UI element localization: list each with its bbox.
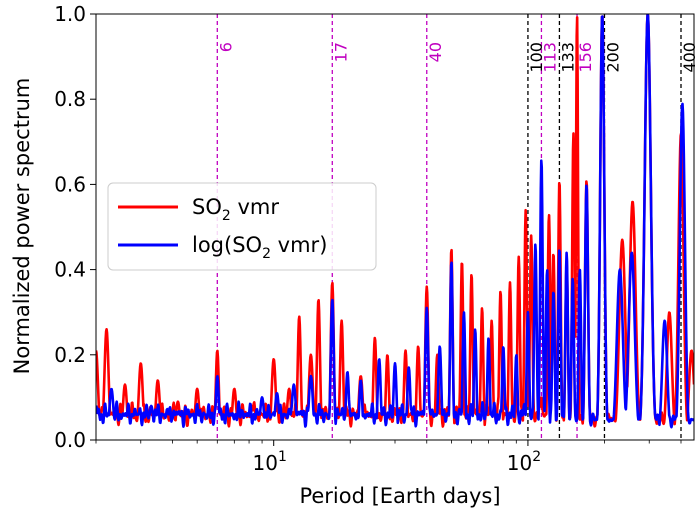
y-tick-label: 1.0 <box>54 2 86 26</box>
y-tick-label: 0.2 <box>54 343 86 367</box>
reference-label-6: 6 <box>216 42 235 52</box>
reference-label-113: 113 <box>540 42 559 73</box>
reference-label-17: 17 <box>331 42 350 62</box>
x-tick-label: 102 <box>507 449 541 475</box>
reference-label-400: 400 <box>680 42 695 73</box>
y-tick-label: 0.6 <box>54 172 86 196</box>
x-axis: 101 102 <box>95 440 682 475</box>
reference-label-100: 100 <box>527 42 546 73</box>
series-line-log-so2-vmr <box>96 14 694 429</box>
x-tick-label: 101 <box>253 449 287 475</box>
legend-label-so2: SO2 vmr <box>192 195 279 224</box>
y-tick-label: 0.0 <box>54 428 86 452</box>
series-line-so2-vmr <box>96 14 694 428</box>
y-axis-title: Normalized power spectrum <box>10 78 34 375</box>
x-axis-title: Period [Earth days] <box>299 484 500 508</box>
legend-box <box>107 182 377 271</box>
y-tick-label: 0.4 <box>54 258 86 282</box>
reference-label-156: 156 <box>576 42 595 73</box>
reference-label-40: 40 <box>426 42 445 62</box>
reference-label-133: 133 <box>558 42 577 73</box>
series-layer <box>96 14 694 429</box>
y-tick-label: 0.8 <box>54 87 86 111</box>
reference-label-200: 200 <box>603 42 622 73</box>
legend: SO2 vmr log(SO2 vmr) <box>107 182 377 271</box>
y-axis: 0.0 0.2 0.4 0.6 0.8 1.0 <box>54 2 96 452</box>
legend-label-log-so2: log(SO2 vmr) <box>192 233 327 262</box>
